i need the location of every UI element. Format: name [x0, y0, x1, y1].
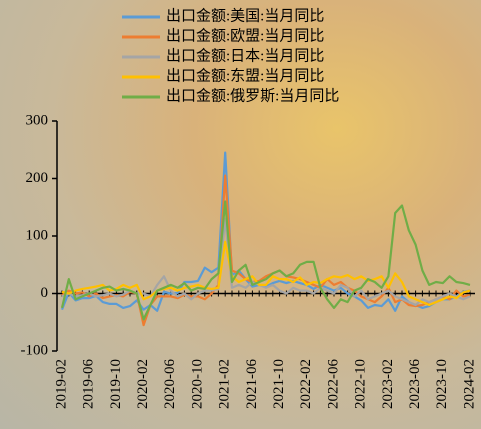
- legend-label: 出口金额:东盟:当月同比: [166, 67, 324, 84]
- x-tick-label: 2021-10: [271, 359, 287, 409]
- x-tick-label: 2021-02: [217, 359, 233, 409]
- x-tick-label: 2023-06: [407, 359, 423, 409]
- y-tick-label: -100: [21, 342, 49, 358]
- legend-label: 出口金额:美国:当月同比: [166, 7, 324, 24]
- legend-label: 出口金额:俄罗斯:当月同比: [166, 87, 339, 104]
- x-tick-label: 2022-10: [353, 359, 369, 409]
- x-tick-label: 2020-02: [135, 359, 151, 409]
- page: -100 0 100 200 300 2019-02 2019-06 2019-10 2020-…: [0, 0, 481, 429]
- legend-label: 出口金额:欧盟:当月同比: [166, 27, 324, 44]
- x-tick-label: 2022-02: [298, 359, 314, 409]
- y-tick-label: 300: [26, 112, 49, 128]
- legend-label: 出口金额:日本:当月同比: [166, 47, 324, 64]
- y-tick-label: 0: [41, 285, 49, 301]
- chart: -100 0 100 200 300 2019-02 2019-06 2019-10 2020-…: [0, 0, 481, 429]
- x-tick-label: 2023-10: [434, 359, 450, 409]
- x-tick-label: 2019-02: [53, 359, 69, 409]
- x-tick-label: 2023-02: [380, 359, 396, 409]
- y-tick-label: 200: [26, 170, 49, 186]
- x-tick-label: 2024-02: [461, 359, 477, 409]
- x-tick-label: 2021-06: [244, 359, 260, 409]
- x-tick-label: 2020-06: [162, 359, 178, 409]
- x-tick-label: 2022-06: [325, 359, 341, 409]
- x-tick-label: 2019-10: [108, 359, 124, 409]
- x-tick-label: 2020-10: [189, 359, 205, 409]
- y-tick-label: 100: [26, 227, 49, 243]
- x-tick-label: 2019-06: [81, 359, 97, 409]
